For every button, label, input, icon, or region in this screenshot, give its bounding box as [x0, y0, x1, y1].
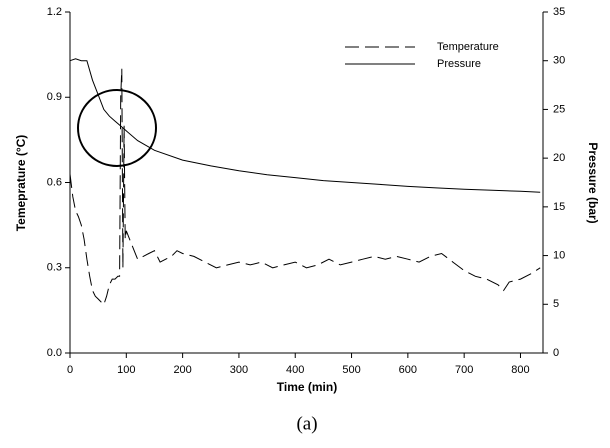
y2-tick-label: 5	[553, 298, 559, 310]
x-tick-label: 0	[67, 364, 73, 376]
y2-tick-label: 30	[553, 55, 565, 67]
x-tick-label: 600	[399, 364, 417, 376]
x-tick-label: 200	[173, 364, 191, 376]
y2-tick-label: 20	[553, 152, 565, 164]
x-tick-label: 100	[117, 364, 135, 376]
legend-label: Temperature	[437, 41, 499, 53]
y2-tick-label: 10	[553, 249, 565, 261]
y2-tick-label: 15	[553, 201, 565, 213]
y2-tick-label: 25	[553, 103, 565, 115]
y-tick-label: 0.3	[47, 262, 62, 274]
series-line	[69, 68, 541, 306]
x-tick-label: 800	[511, 364, 529, 376]
y-tick-label: 0.0	[47, 347, 62, 359]
x-tick-label: 300	[230, 364, 248, 376]
y2-tick-label: 0	[553, 347, 559, 359]
x-tick-label: 700	[455, 364, 473, 376]
series-line	[69, 58, 541, 193]
y-axis-title: Temeprature (°C)	[14, 135, 28, 232]
y-tick-label: 1.2	[47, 6, 62, 18]
x-tick-label: 500	[342, 364, 360, 376]
caption: (a)	[296, 413, 317, 434]
x-axis-title: Time (min)	[277, 380, 337, 394]
y-tick-label: 0.6	[47, 176, 62, 188]
highlight-circle	[77, 89, 157, 167]
y2-tick-label: 35	[553, 6, 565, 18]
y-tick-label: 0.9	[47, 91, 62, 103]
y2-axis-title: Pressure (bar)	[586, 142, 600, 223]
x-tick-label: 400	[286, 364, 304, 376]
legend-label: Pressure	[437, 58, 481, 70]
